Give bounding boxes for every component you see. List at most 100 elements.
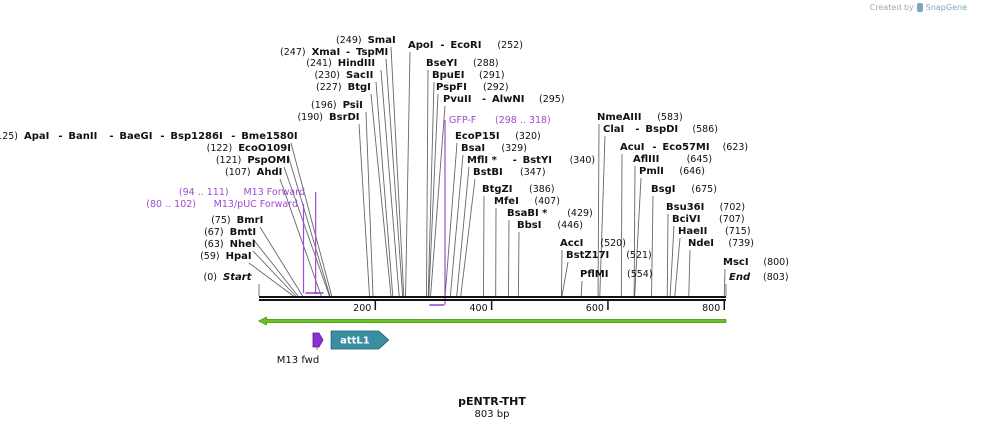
primer-range: (94 .. 111) — [179, 187, 229, 198]
cut-site-leader — [390, 46, 405, 297]
cut-site-position: (707) — [719, 214, 745, 225]
cut-site-position: (196) — [311, 100, 337, 111]
cut-site-name: AhdI — [257, 167, 283, 178]
cut-site-apoi: ApoI - EcoRI (252) — [408, 40, 523, 51]
cut-site-position: (586) — [692, 124, 718, 135]
cut-site-name: MscI — [723, 257, 749, 268]
cut-site-bsabi: BsaBI * (429) — [507, 208, 593, 219]
end-label: End — [729, 272, 751, 283]
cut-site-name: AlwNI — [492, 94, 525, 105]
cut-site-name: BspDI — [645, 124, 678, 135]
cut-site-position: (67) — [204, 227, 224, 238]
primer-name: GFP-F — [449, 115, 476, 126]
cut-site-leader — [483, 195, 485, 297]
map-title-block: pENTR-THT 803 bp — [458, 395, 526, 420]
cut-site-leader — [385, 58, 404, 297]
snapgene-logo-icon — [916, 3, 923, 12]
cut-site-leader — [560, 249, 563, 297]
cut-site-name: BstBI — [473, 167, 503, 178]
cut-site-name: BseYI — [426, 58, 457, 69]
cut-site-bmti: (67) BmtI — [204, 227, 256, 238]
cut-site-leader — [365, 111, 374, 297]
cut-site-name: Eco57MI — [662, 142, 709, 153]
cut-site-bcivi: BciVI (707) — [672, 214, 745, 225]
cut-site-name: BtgI — [348, 82, 371, 93]
cut-site-position: (407) — [534, 196, 560, 207]
map-title: pENTR-THT — [458, 395, 526, 408]
cut-site-separator: - — [635, 124, 639, 135]
cut-site-labels: (59) HpaI(63) NheI (67) BmtI(75) BmrI (107) Ahd… — [0, 35, 789, 283]
cut-site-pmli: PmlI (646) — [639, 166, 705, 177]
cut-site-name: PspOMI — [247, 155, 289, 166]
cut-site-acci: AccI (520) — [560, 238, 626, 249]
cut-site-leader — [252, 238, 299, 297]
cut-site-bstbi: BstBI (347) — [473, 167, 546, 178]
cut-site-name: PvuII — [443, 94, 471, 105]
cut-site-name: EcoRI — [450, 40, 481, 51]
cut-site-name: EcoP15I — [455, 131, 500, 142]
cut-site-position: (63) — [204, 239, 224, 250]
primer-range: (298 .. 318) — [495, 115, 551, 126]
axis-tick-label: 800 — [702, 303, 720, 314]
cut-site-position: (583) — [657, 112, 683, 123]
cut-site-btgi: (227) BtgI — [316, 82, 371, 93]
cut-site-name: HpaI — [226, 251, 252, 262]
cut-site-leader — [666, 213, 669, 297]
cut-site-name: BsaBI * — [507, 208, 548, 219]
cut-site-separator: - — [440, 40, 444, 51]
credit-prefix: Created by — [869, 3, 914, 12]
cut-site-position: (623) — [723, 142, 749, 153]
cut-site-name: BstZ17I — [566, 250, 609, 261]
cut-site-position: (320) — [515, 131, 541, 142]
orf-arrow — [257, 316, 727, 326]
cut-site-name: BpuEI — [432, 70, 464, 81]
cut-site-mfei: MfeI (407) — [494, 196, 560, 207]
cut-site-name: Bsp1286I — [170, 131, 222, 142]
cut-site-pflmi: PflMI (554) — [580, 269, 653, 280]
feature-m13fwd-label: M13 fwd — [277, 355, 319, 366]
cut-site-bsgi: BsgI (675) — [651, 184, 717, 195]
primer-m13pucforward: M13/pUC Forward (80 .. 102) — [146, 199, 319, 294]
cut-site-bstz17i: BstZ17I (521) — [566, 250, 652, 261]
cut-site-name: MflI * — [467, 155, 498, 166]
cut-site-separator: - — [109, 131, 113, 142]
cut-site-leader — [287, 154, 331, 297]
cut-site-position: (292) — [483, 82, 509, 93]
cut-site-clai: ClaI - BspDI (586) — [603, 124, 718, 135]
cut-site-position: (107) — [225, 167, 251, 178]
cut-site-position: (646) — [679, 166, 705, 177]
cut-site-separator: - — [513, 155, 517, 166]
cut-site-leader — [723, 268, 726, 297]
cut-site-position: (521) — [626, 250, 652, 261]
cut-site-leader — [508, 219, 510, 297]
cut-site-name: BstYI — [523, 155, 552, 166]
cut-site-leader — [375, 81, 394, 297]
cut-site-leader — [427, 81, 435, 297]
cut-site-bseyi: BseYI (288) — [426, 58, 499, 69]
cut-site-leader — [426, 69, 429, 297]
cut-site-name: BsrDI — [329, 112, 360, 123]
cut-site-name: BciVI — [672, 214, 700, 225]
cut-site-position: (190) — [297, 112, 323, 123]
cut-site-position: (122) — [207, 143, 233, 154]
start-position: (0) — [204, 272, 217, 283]
cut-site-leader — [405, 51, 411, 297]
cut-site-position: (125) — [0, 131, 18, 142]
cut-site-hpai: (59) HpaI — [200, 251, 252, 262]
cut-site-hindiii: (241) HindIII — [306, 58, 375, 69]
cut-site-position: (675) — [691, 184, 717, 195]
cut-site-smai: (249) SmaI — [336, 35, 396, 46]
cut-site-position: (295) — [539, 94, 565, 105]
primer-name: M13/pUC Forward — [214, 199, 298, 210]
dna-backbone: 200 400 600 800 — [259, 296, 726, 314]
cut-site-bbsi: BbsI (446) — [517, 220, 583, 231]
cut-site-nmeaiii: NmeAIII (583) — [597, 112, 683, 123]
cut-site-separator: - — [231, 131, 235, 142]
cut-site-name: AccI — [560, 238, 583, 249]
cut-site-name: BsaI — [461, 143, 485, 154]
cut-site-position: (252) — [497, 40, 523, 51]
cut-site-leader — [561, 261, 569, 297]
primer-name: M13 Forward — [243, 187, 305, 198]
start-label: Start — [223, 272, 253, 283]
cut-site-position: (75) — [211, 215, 231, 226]
